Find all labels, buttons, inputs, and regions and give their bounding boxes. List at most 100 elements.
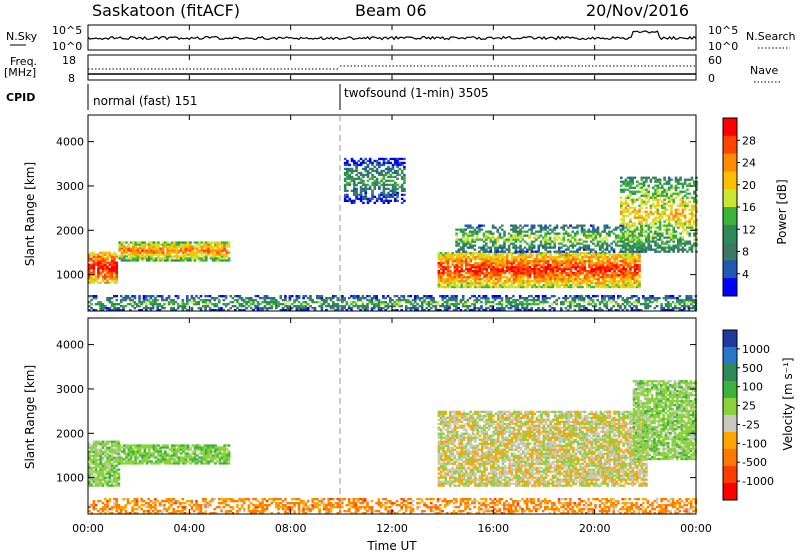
power-cell [670, 210, 673, 213]
power-cell [270, 305, 273, 308]
power-cell [503, 264, 507, 267]
power-cell [487, 236, 490, 239]
power-cell [489, 240, 493, 243]
power-cell [679, 190, 682, 193]
power-cell [579, 278, 582, 281]
power-cell [585, 230, 588, 233]
power-cell [507, 301, 511, 304]
power-cell [384, 197, 388, 200]
power-cell [613, 280, 616, 283]
power-cell [127, 253, 131, 256]
power-cell [525, 305, 529, 308]
power-cell [499, 270, 502, 273]
power-cell [515, 276, 518, 279]
power-cell [122, 305, 125, 308]
date-title: 20/Nov/2016 [586, 1, 689, 20]
power-cell [492, 254, 495, 257]
power-cell [442, 262, 445, 265]
power-cell [186, 297, 189, 300]
power-cell [679, 182, 682, 185]
power-cell [636, 280, 639, 283]
power-cell [626, 297, 629, 300]
power-cell [190, 295, 194, 298]
power-cell [610, 297, 613, 300]
velocity-cell [92, 460, 96, 463]
power-cell [569, 280, 573, 283]
power-cell [669, 295, 672, 298]
velocity-cell [90, 444, 93, 447]
power-cell [503, 262, 507, 265]
power-cell [166, 245, 169, 248]
power-cell [293, 301, 296, 304]
velocity-cell [99, 480, 102, 483]
power-cell [437, 285, 441, 289]
power-cell [533, 270, 536, 273]
power-cell [617, 276, 621, 279]
power-cell [396, 163, 399, 167]
power-cell [563, 280, 566, 283]
power-cell [683, 202, 687, 205]
power-cell [642, 216, 646, 219]
power-cell [355, 189, 358, 192]
power-cell [148, 243, 151, 246]
power-cell [645, 196, 648, 199]
power-cell [667, 301, 670, 304]
power-cell [622, 282, 625, 285]
power-cell [482, 246, 486, 249]
power-cell [441, 299, 444, 302]
power-cell [138, 245, 142, 248]
power-cell [364, 185, 367, 188]
power-cell [455, 272, 459, 275]
power-cell [576, 242, 579, 245]
nsearch-tick-low: 10^0 [708, 40, 738, 53]
power-cell [211, 241, 215, 244]
power-cell [104, 263, 107, 266]
power-cell [658, 234, 662, 237]
power-cell [467, 256, 470, 259]
power-cell [154, 247, 158, 250]
power-cell [674, 234, 678, 237]
power-cell [681, 198, 685, 201]
power-cell [402, 299, 406, 302]
power-cell [535, 254, 539, 257]
power-cell [535, 256, 539, 259]
power-cell [432, 297, 435, 300]
power-cell [161, 297, 164, 300]
power-cell [218, 241, 222, 244]
power-cell [499, 276, 502, 279]
power-cell [564, 301, 568, 304]
power-cell [620, 234, 623, 237]
power-cell [663, 206, 666, 209]
power-cell [218, 259, 222, 262]
power-cell [306, 307, 310, 310]
cpid-mode-2: twofsound (1-min) 3505 [344, 86, 489, 100]
power-cell [446, 299, 449, 302]
power-cell [531, 256, 534, 259]
power-cell [533, 280, 536, 283]
power-cell [359, 197, 363, 200]
power-cell [647, 184, 650, 187]
power-cell [674, 186, 678, 189]
power-cell [256, 305, 260, 308]
power-cell [503, 240, 506, 243]
velocity-cell [94, 458, 98, 461]
power-cell [403, 177, 406, 180]
power-cell [535, 252, 539, 255]
power-cell [460, 258, 463, 261]
power-cell [104, 251, 107, 254]
power-cell [642, 248, 645, 251]
power-cell [110, 265, 114, 268]
power-cell [190, 301, 194, 304]
power-cell [94, 263, 98, 266]
power-cell [505, 240, 509, 243]
power-cell [471, 238, 474, 241]
power-cell [631, 198, 634, 201]
power-cell [677, 220, 680, 223]
power-cell [387, 161, 390, 165]
power-cell [389, 297, 392, 300]
power-cell [526, 284, 530, 287]
power-cell [658, 226, 662, 229]
power-cell [689, 297, 693, 300]
power-cell [505, 295, 508, 298]
power-cell [647, 214, 650, 217]
